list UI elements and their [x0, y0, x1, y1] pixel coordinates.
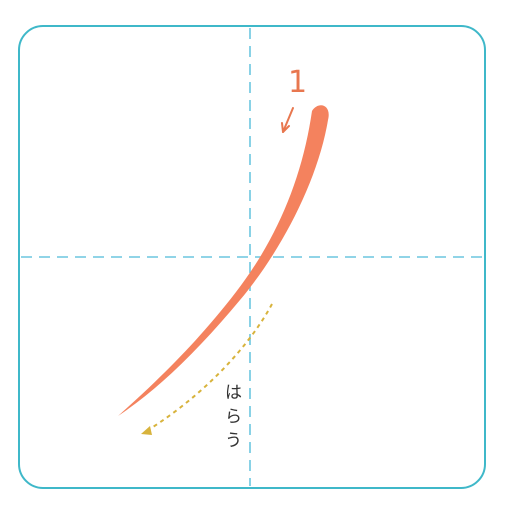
practice-box-border	[18, 25, 486, 489]
brush-stroke	[118, 105, 329, 416]
annotation-char-1: は	[225, 383, 242, 403]
arrow-down-left-icon	[281, 107, 294, 133]
annotation-char-2: ら	[225, 407, 242, 427]
sweep-guide-path	[144, 303, 273, 433]
sweep-arrow-icon	[141, 426, 152, 435]
stroke-number: 1	[288, 65, 307, 100]
annotation-char-3: う	[225, 431, 242, 451]
